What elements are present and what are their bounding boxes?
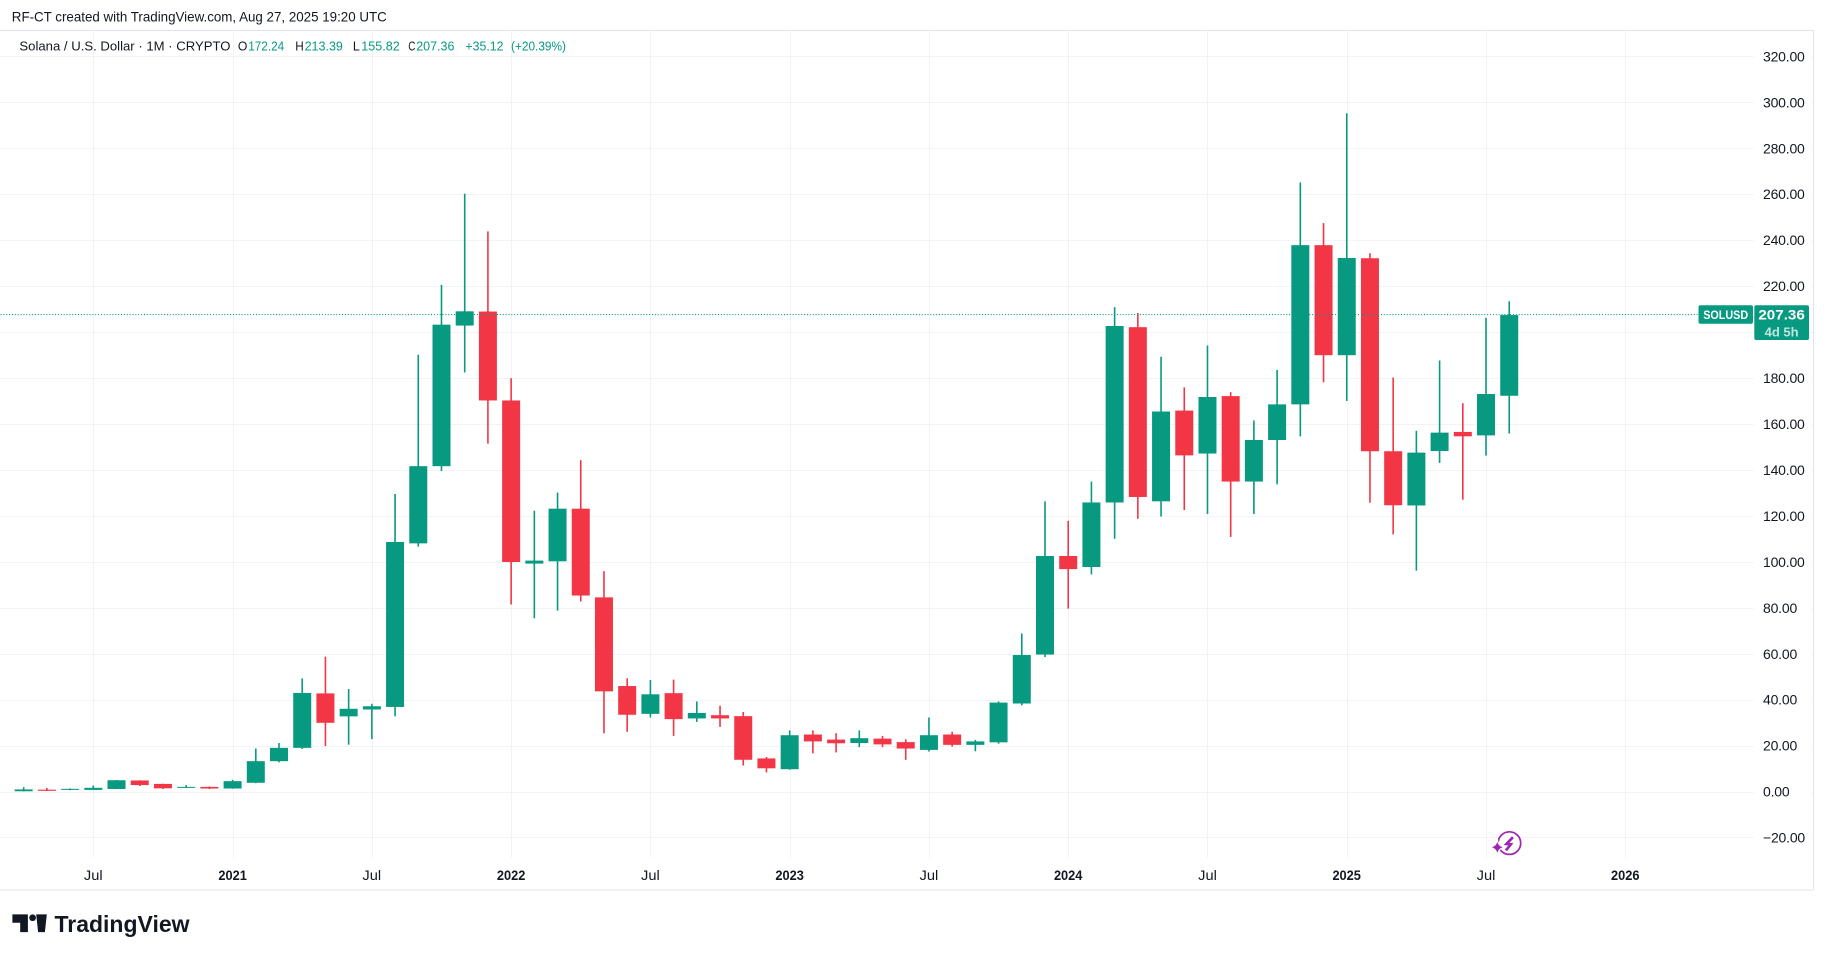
svg-text:O: O (238, 39, 248, 54)
svg-text:300.00: 300.00 (1763, 94, 1805, 110)
svg-text:Solana / U.S. Dollar · 1M · CR: Solana / U.S. Dollar · 1M · CRYPTO (19, 39, 230, 54)
svg-text:L: L (353, 39, 360, 54)
svg-text:140.00: 140.00 (1763, 462, 1805, 478)
svg-text:40.00: 40.00 (1763, 692, 1797, 708)
svg-text:H: H (295, 39, 304, 54)
svg-text:2024: 2024 (1054, 867, 1083, 883)
svg-text:Jul: Jul (641, 867, 660, 883)
svg-text:4d 5h: 4d 5h (1765, 325, 1799, 340)
svg-text:TradingView: TradingView (55, 911, 191, 937)
svg-text:−20.00: −20.00 (1763, 830, 1805, 846)
svg-text:2023: 2023 (775, 867, 804, 883)
svg-text:Jul: Jul (920, 867, 939, 883)
svg-text:0.00: 0.00 (1763, 784, 1790, 800)
svg-text:Jul: Jul (1198, 867, 1217, 883)
svg-text:180.00: 180.00 (1763, 370, 1805, 386)
svg-text:280.00: 280.00 (1763, 140, 1805, 156)
svg-text:C: C (408, 39, 415, 54)
svg-text:Jul: Jul (84, 867, 103, 883)
svg-text:220.00: 220.00 (1763, 278, 1805, 294)
svg-text:172.24: 172.24 (248, 39, 284, 54)
svg-text:2022: 2022 (497, 867, 526, 883)
svg-text:160.00: 160.00 (1763, 416, 1805, 432)
svg-text:2026: 2026 (1611, 867, 1640, 883)
svg-text:320.00: 320.00 (1763, 48, 1805, 64)
svg-text:SOLUSD: SOLUSD (1703, 308, 1748, 322)
svg-text:100.00: 100.00 (1763, 554, 1805, 570)
svg-text:RF-CT created with TradingView: RF-CT created with TradingView.com, Aug … (12, 9, 387, 25)
svg-text:120.00: 120.00 (1763, 508, 1805, 524)
svg-text:260.00: 260.00 (1763, 186, 1805, 202)
svg-text:80.00: 80.00 (1763, 600, 1797, 616)
svg-text:60.00: 60.00 (1763, 646, 1797, 662)
svg-text:Jul: Jul (1477, 867, 1496, 883)
svg-text:155.82: 155.82 (361, 39, 399, 54)
svg-text:Jul: Jul (362, 867, 381, 883)
svg-text:207.36: 207.36 (416, 39, 454, 54)
svg-text:213.39: 213.39 (305, 39, 343, 54)
svg-text:2021: 2021 (218, 867, 247, 883)
svg-text:207.36: 207.36 (1758, 307, 1805, 322)
svg-text:2025: 2025 (1332, 867, 1361, 883)
svg-text:+35.12: +35.12 (465, 39, 503, 54)
svg-text:(+20.39%): (+20.39%) (511, 39, 566, 54)
svg-text:20.00: 20.00 (1763, 738, 1797, 754)
svg-text:240.00: 240.00 (1763, 232, 1805, 248)
